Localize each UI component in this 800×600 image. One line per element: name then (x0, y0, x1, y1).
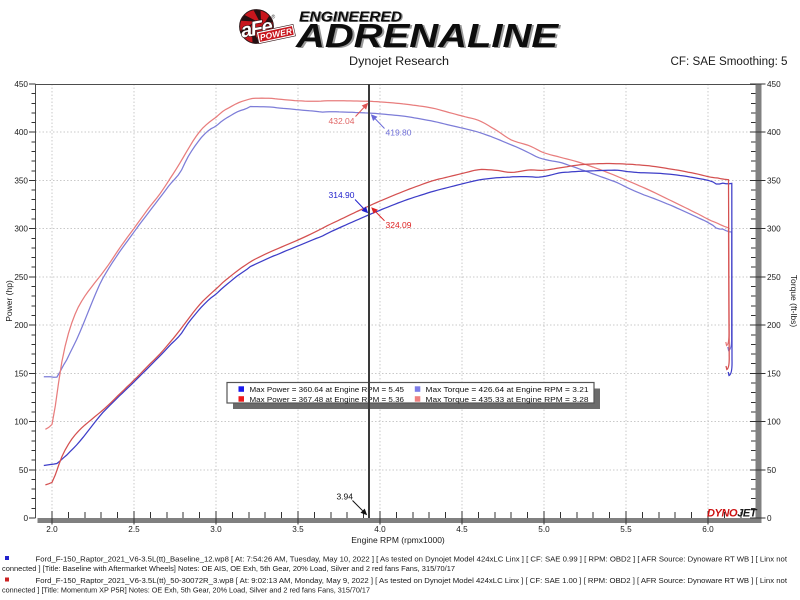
svg-text:200: 200 (14, 321, 28, 330)
svg-text:5.5: 5.5 (620, 525, 632, 534)
svg-text:2.5: 2.5 (128, 525, 140, 534)
svg-text:4.5: 4.5 (456, 525, 468, 534)
svg-text:3.5: 3.5 (292, 525, 304, 534)
svg-text:432.04: 432.04 (329, 116, 355, 126)
svg-text:3.94: 3.94 (336, 492, 353, 502)
svg-text:®: ® (272, 14, 276, 21)
svg-text:Max Power = 367.48 at Engine R: Max Power = 367.48 at Engine RPM = 5.36 (250, 395, 405, 404)
svg-text:Ford_F-150_Raptor_2021_V6-3.5L: Ford_F-150_Raptor_2021_V6-3.5L(tt)_Basel… (36, 557, 788, 564)
svg-text:DYNOJET: DYNOJET (707, 508, 758, 520)
svg-text:350: 350 (14, 176, 28, 185)
svg-text:CF: SAE Smoothing: 5: CF: SAE Smoothing: 5 (671, 54, 788, 68)
svg-text:Engine RPM (rpmx1000): Engine RPM (rpmx1000) (351, 535, 445, 545)
svg-text:4.0: 4.0 (374, 525, 386, 534)
svg-text:Max Torque = 426.64 at Engine: Max Torque = 426.64 at Engine RPM = 3.21 (426, 385, 589, 394)
svg-text:3.0: 3.0 (210, 525, 222, 534)
svg-text:0: 0 (23, 514, 28, 523)
svg-text:connected ] [Title: Baseline w: connected ] [Title: Baseline with Afterm… (2, 566, 455, 573)
svg-text:ADRENALINE: ADRENALINE (295, 17, 559, 54)
svg-text:6.0: 6.0 (702, 525, 714, 534)
svg-text:ADRENALINE: ADRENALINE (297, 18, 561, 55)
svg-text:324.09: 324.09 (386, 220, 412, 230)
svg-text:connected ] [Title: Momentum X: connected ] [Title: Momentum XP P5R] Not… (2, 588, 370, 595)
svg-text:300: 300 (14, 225, 28, 234)
svg-text:Dynojet Research: Dynojet Research (349, 54, 449, 68)
svg-text:100: 100 (14, 418, 28, 427)
svg-text:250: 250 (14, 273, 28, 282)
svg-text:Power (hp): Power (hp) (4, 280, 14, 322)
svg-text:419.80: 419.80 (386, 128, 412, 138)
svg-text:50: 50 (19, 466, 29, 475)
svg-text:ENGINEERED: ENGINEERED (300, 9, 403, 26)
svg-text:Max Torque = 435.33 at Engine: Max Torque = 435.33 at Engine RPM = 3.28 (426, 395, 589, 404)
svg-text:450: 450 (14, 80, 28, 89)
svg-text:450: 450 (767, 80, 781, 89)
svg-text:100: 100 (767, 418, 781, 427)
svg-text:300: 300 (767, 225, 781, 234)
svg-text:200: 200 (767, 321, 781, 330)
svg-text:314.90: 314.90 (329, 190, 355, 200)
svg-text:250: 250 (767, 273, 781, 282)
svg-text:Max Power = 360.64 at Engine R: Max Power = 360.64 at Engine RPM = 5.45 (250, 385, 405, 394)
svg-text:150: 150 (767, 369, 781, 378)
svg-text:400: 400 (14, 128, 28, 137)
svg-text:5.0: 5.0 (538, 525, 550, 534)
svg-text:50: 50 (767, 466, 777, 475)
svg-text:ENGINEERED: ENGINEERED (299, 9, 402, 26)
svg-text:350: 350 (767, 176, 781, 185)
svg-text:2.0: 2.0 (46, 525, 58, 534)
svg-text:Torque (ft-lbs): Torque (ft-lbs) (789, 275, 799, 328)
svg-text:150: 150 (14, 369, 28, 378)
svg-text:400: 400 (767, 128, 781, 137)
svg-text:0: 0 (767, 514, 772, 523)
svg-text:Ford_F-150_Raptor_2021_V6-3.5L: Ford_F-150_Raptor_2021_V6-3.5L(tt)_50-30… (36, 578, 788, 585)
